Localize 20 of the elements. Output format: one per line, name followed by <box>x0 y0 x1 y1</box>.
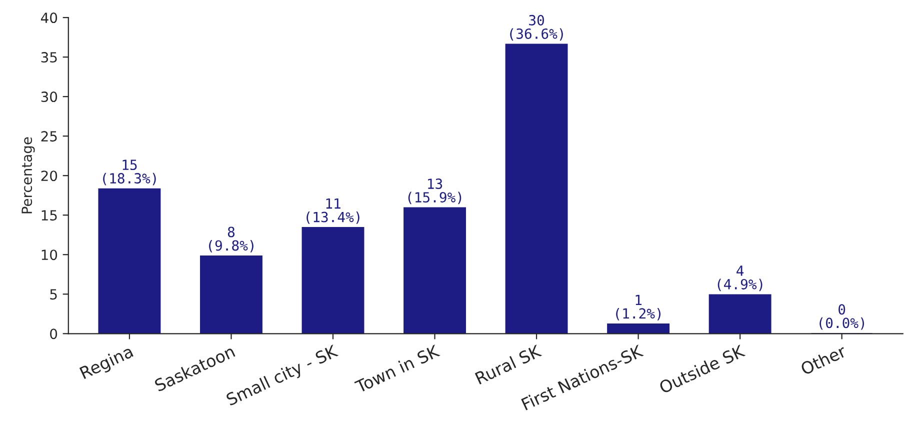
data-label: 30 (36.6%) <box>510 14 563 41</box>
data-label: 1 (1.2%) <box>616 294 660 320</box>
y-tick-label: 25 <box>41 131 57 142</box>
y-tick-label: 15 <box>42 210 57 221</box>
y-tick-label: 30 <box>41 92 58 102</box>
y-tick-label: 35 <box>41 52 57 63</box>
y-tick-label: 20 <box>41 170 58 182</box>
data-label: 0 (0.0%) <box>820 304 864 330</box>
y-axis-title: Percentage <box>22 137 35 214</box>
y-tick-label: 40 <box>40 12 58 24</box>
data-label: 11 (13.4%) <box>306 198 360 224</box>
y-tick-label: 5 <box>50 289 57 300</box>
y-tick-label: 10 <box>42 250 58 260</box>
x-tick-label: Town in SK <box>354 344 441 394</box>
data-label: 15 (18.3%) <box>103 160 156 186</box>
data-label: 13 (15.9%) <box>408 178 462 204</box>
data-label: 4 (4.9%) <box>718 266 762 292</box>
data-label: 8 (9.8%) <box>209 226 254 252</box>
y-tick-label: 0 <box>50 328 58 340</box>
x-tick-label: Other <box>800 344 848 376</box>
